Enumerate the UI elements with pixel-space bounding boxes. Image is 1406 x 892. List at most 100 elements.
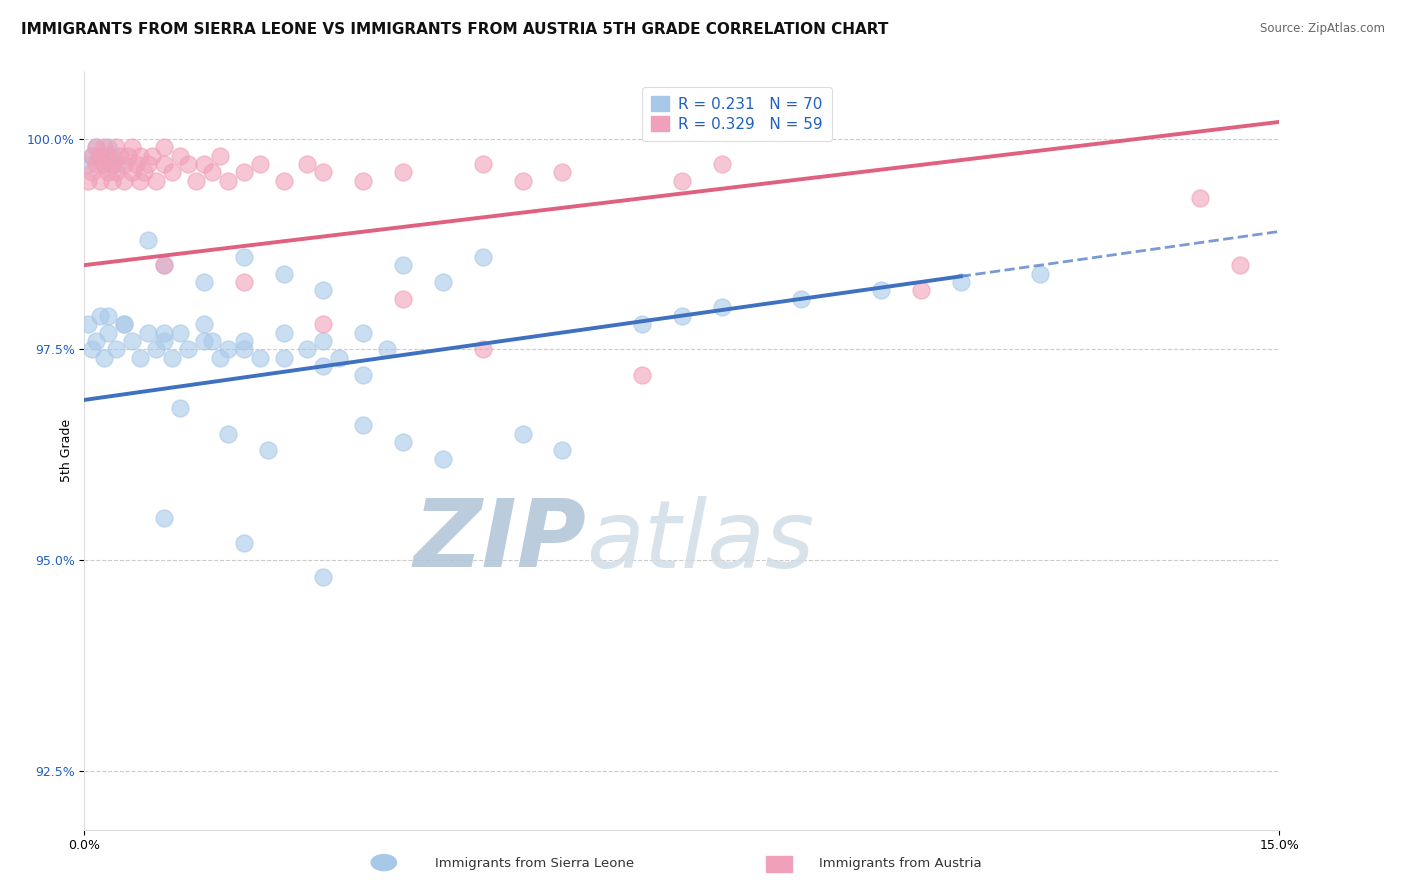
Point xyxy=(129,351,152,365)
Point xyxy=(273,326,295,340)
Point xyxy=(256,443,278,458)
Point xyxy=(232,334,254,348)
Point xyxy=(160,165,183,179)
Point xyxy=(105,343,128,357)
Text: IMMIGRANTS FROM SIERRA LEONE VS IMMIGRANTS FROM AUSTRIA 5TH GRADE CORRELATION CH: IMMIGRANTS FROM SIERRA LEONE VS IMMIGRAN… xyxy=(21,22,889,37)
Text: ZIP: ZIP xyxy=(413,495,586,588)
Point xyxy=(217,426,239,441)
Point xyxy=(177,157,200,171)
Point xyxy=(136,157,159,171)
Point xyxy=(375,343,398,357)
Point xyxy=(129,148,152,162)
Point xyxy=(89,309,111,323)
Point xyxy=(870,284,893,298)
Point xyxy=(169,148,191,162)
Point xyxy=(392,258,415,272)
Point xyxy=(97,165,120,179)
Point xyxy=(201,165,224,179)
Point xyxy=(125,157,148,171)
Point xyxy=(710,300,733,314)
Point xyxy=(328,351,350,365)
Point xyxy=(312,359,335,374)
Point xyxy=(232,536,254,550)
Point xyxy=(153,157,176,171)
Point xyxy=(312,284,335,298)
Point xyxy=(101,174,124,188)
Point xyxy=(1029,267,1052,281)
Point xyxy=(97,309,120,323)
Point xyxy=(249,157,271,171)
Point xyxy=(551,165,574,179)
Point xyxy=(1188,191,1211,205)
Point xyxy=(86,140,108,154)
Point xyxy=(193,334,215,348)
Point xyxy=(392,165,415,179)
Point xyxy=(432,275,454,289)
Y-axis label: 5th Grade: 5th Grade xyxy=(60,419,73,482)
Point xyxy=(110,148,132,162)
Point xyxy=(117,148,139,162)
Text: Immigrants from Sierra Leone: Immigrants from Sierra Leone xyxy=(434,856,634,870)
Point xyxy=(631,317,654,331)
Point xyxy=(136,326,159,340)
Point xyxy=(249,351,271,365)
Point xyxy=(77,174,100,188)
Point xyxy=(1229,258,1251,272)
Point xyxy=(97,140,120,154)
Point xyxy=(93,157,115,171)
Point xyxy=(512,174,534,188)
Point xyxy=(352,368,374,382)
Point xyxy=(112,157,135,171)
Point xyxy=(471,157,494,171)
Point xyxy=(141,148,163,162)
Point xyxy=(169,401,191,416)
Point xyxy=(112,317,135,331)
Point xyxy=(101,157,124,171)
Point xyxy=(77,317,100,331)
Point xyxy=(297,343,319,357)
Point xyxy=(160,351,183,365)
Point xyxy=(77,157,100,171)
Point xyxy=(112,174,135,188)
Point xyxy=(671,309,693,323)
Point xyxy=(89,148,111,162)
Point xyxy=(910,284,932,298)
Point xyxy=(121,334,143,348)
Point xyxy=(208,148,231,162)
Point xyxy=(352,326,374,340)
Point xyxy=(710,157,733,171)
Point xyxy=(232,343,254,357)
Point xyxy=(184,174,207,188)
Point xyxy=(153,258,176,272)
Point xyxy=(93,351,115,365)
Point xyxy=(273,174,295,188)
Point xyxy=(273,267,295,281)
Point xyxy=(169,326,191,340)
Point xyxy=(153,258,176,272)
Point xyxy=(89,174,111,188)
Point xyxy=(232,250,254,264)
Point xyxy=(153,326,176,340)
Point xyxy=(312,165,335,179)
Point xyxy=(217,343,239,357)
Point xyxy=(631,368,654,382)
Point xyxy=(136,233,159,247)
Point xyxy=(82,343,104,357)
Point xyxy=(193,317,215,331)
Point xyxy=(232,275,254,289)
Point xyxy=(97,148,120,162)
Point xyxy=(671,174,693,188)
Point xyxy=(193,157,215,171)
Point xyxy=(153,140,176,154)
Point xyxy=(82,148,104,162)
Point xyxy=(93,157,115,171)
Point xyxy=(105,165,128,179)
Point xyxy=(177,343,200,357)
Point xyxy=(93,140,115,154)
Point xyxy=(82,148,104,162)
Point xyxy=(551,443,574,458)
Point xyxy=(392,435,415,450)
Point xyxy=(129,174,152,188)
Point xyxy=(121,165,143,179)
Point xyxy=(132,165,156,179)
